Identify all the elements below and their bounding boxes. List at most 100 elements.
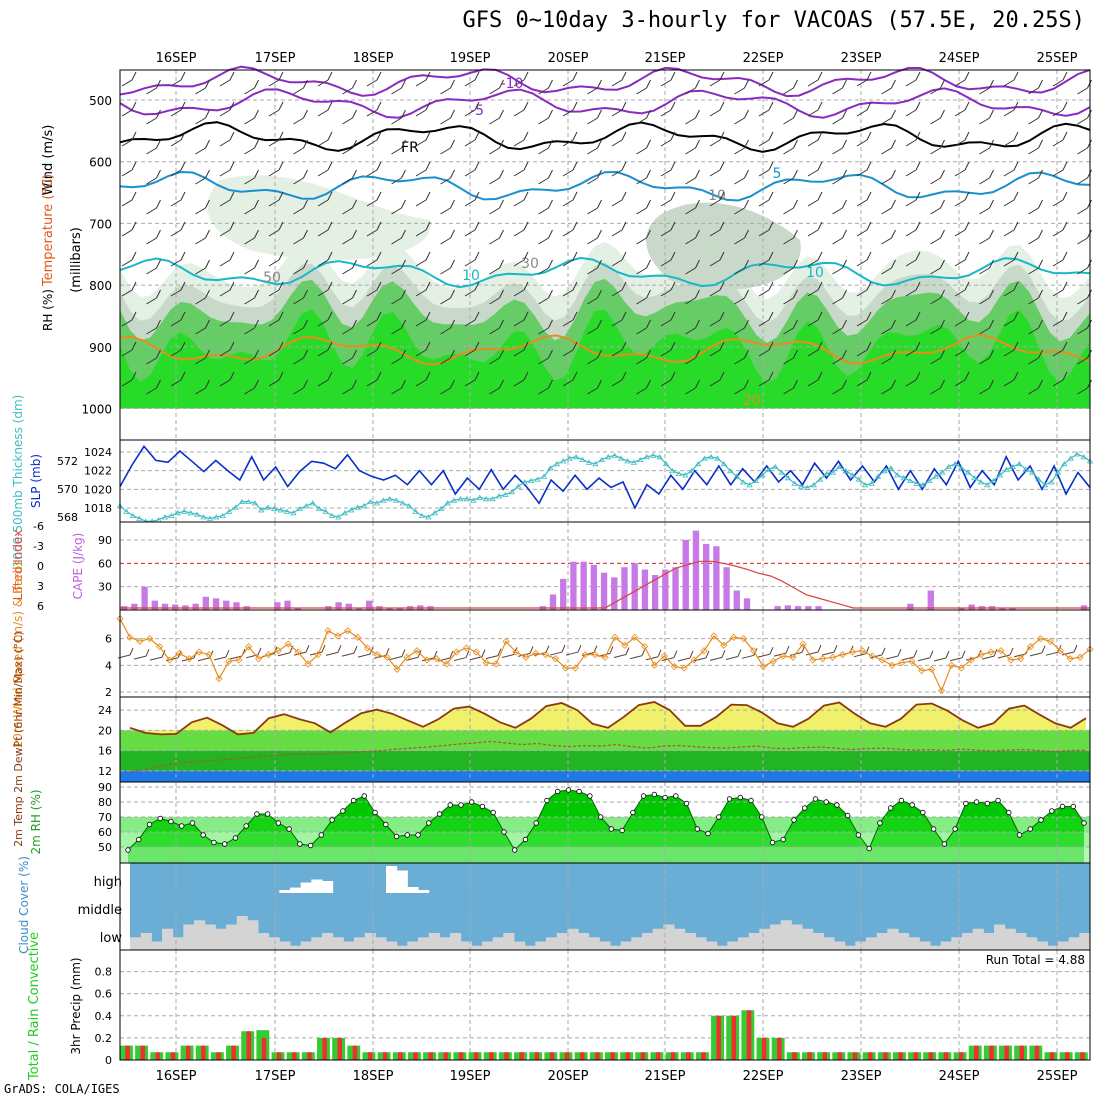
wind-speed-marker bbox=[730, 633, 738, 641]
thickness-marker bbox=[386, 496, 394, 502]
wind-barb bbox=[268, 71, 284, 87]
thickness-marker bbox=[328, 512, 336, 518]
wind-barb bbox=[195, 229, 210, 245]
wind-barb bbox=[538, 169, 553, 185]
wind-barb bbox=[709, 71, 725, 87]
wind-speed-marker bbox=[977, 651, 985, 659]
wind-barb bbox=[440, 259, 455, 275]
wind-barb bbox=[415, 281, 431, 297]
low-cloud-bar bbox=[908, 937, 920, 950]
wind-barb bbox=[415, 71, 431, 87]
rh-marker bbox=[716, 814, 722, 820]
rh-tick-label: 70 bbox=[98, 811, 112, 824]
rh-shade-90 bbox=[120, 309, 1090, 409]
wind-barb bbox=[979, 319, 994, 335]
cape-bar bbox=[366, 600, 373, 610]
wind-barb bbox=[268, 131, 284, 147]
wind-speed-marker bbox=[749, 647, 758, 655]
thickness-marker bbox=[579, 456, 586, 462]
rh-marker bbox=[533, 820, 539, 826]
cape-bar bbox=[274, 602, 281, 610]
surface-wind-barb bbox=[677, 650, 694, 662]
wind-barb bbox=[954, 371, 970, 387]
convective-bar bbox=[216, 1052, 221, 1060]
cape-bar bbox=[723, 567, 730, 610]
convective-bar bbox=[928, 1052, 934, 1060]
wind-barb bbox=[930, 229, 945, 245]
wind-barb bbox=[317, 251, 333, 267]
low-cloud-bar bbox=[599, 941, 611, 950]
temp-axis-label: 2m Temp 2m DewPt (6hr Min/Max) (°C) bbox=[12, 631, 25, 847]
pressure-tick-label: 800 bbox=[89, 279, 112, 293]
wind-barb bbox=[611, 251, 627, 267]
wind-barb bbox=[268, 221, 284, 237]
wind-speed-marker bbox=[789, 653, 797, 661]
convective-bar bbox=[337, 1037, 343, 1060]
cape-bar bbox=[212, 598, 220, 610]
rh-marker bbox=[576, 788, 582, 795]
convective-bar bbox=[1080, 1052, 1085, 1060]
wind-barb bbox=[538, 229, 553, 245]
thickness-marker bbox=[855, 476, 862, 482]
wind-barb bbox=[146, 229, 161, 245]
wind-barb bbox=[954, 311, 970, 327]
rh-marker bbox=[189, 820, 196, 826]
thickness-marker bbox=[315, 505, 323, 511]
convective-bar bbox=[1004, 1045, 1009, 1060]
wind-barb bbox=[538, 319, 553, 335]
wind-barb bbox=[562, 131, 578, 147]
cape-tick-label: 90 bbox=[98, 534, 112, 547]
cloud-tick-label: middle bbox=[78, 903, 122, 918]
wind-speed-marker bbox=[443, 660, 451, 668]
thickness-marker bbox=[238, 498, 246, 504]
wind-barb bbox=[660, 311, 676, 327]
convective-bar bbox=[125, 1045, 130, 1060]
wind-barb bbox=[391, 349, 406, 365]
convective-bar bbox=[1064, 1052, 1070, 1060]
precip-axis-label: 3hr Precip (mm) bbox=[69, 957, 83, 1054]
low-cloud-bar bbox=[183, 924, 195, 950]
wind-barb bbox=[783, 109, 798, 125]
wind-barb bbox=[587, 169, 602, 185]
wind-barb bbox=[832, 199, 847, 215]
wind-barb bbox=[293, 199, 308, 215]
rh-marker bbox=[941, 841, 948, 847]
bottom-date-label: 25SEP bbox=[1037, 1069, 1078, 1084]
thickness-marker bbox=[168, 512, 175, 518]
wind-speed-marker bbox=[957, 664, 965, 672]
contour-label: 20 bbox=[743, 393, 761, 409]
wind-barb bbox=[979, 229, 994, 245]
wind-barb bbox=[611, 221, 627, 237]
wind-speed-marker bbox=[542, 651, 550, 659]
low-cloud-bar bbox=[1047, 945, 1059, 950]
wind-barb bbox=[146, 169, 161, 185]
rh-marker bbox=[275, 820, 282, 826]
wind-barb bbox=[758, 311, 774, 327]
thickness-marker bbox=[656, 454, 663, 460]
rh-marker bbox=[232, 835, 239, 841]
wind-barb bbox=[146, 139, 161, 155]
thickness-marker bbox=[682, 472, 689, 478]
wind-speed-marker bbox=[878, 656, 886, 664]
wind-barb bbox=[832, 109, 847, 125]
wind-barb bbox=[121, 191, 137, 207]
thickness-marker bbox=[630, 459, 638, 465]
wind-barb bbox=[366, 131, 382, 147]
wind-barb bbox=[146, 259, 161, 275]
cape-bar bbox=[590, 564, 598, 610]
wind-barb bbox=[1052, 281, 1068, 297]
wind-speed-marker bbox=[888, 661, 896, 669]
wind-barb bbox=[587, 139, 602, 155]
wind-barb bbox=[195, 79, 210, 95]
low-cloud-bar bbox=[140, 933, 152, 950]
wind-barb bbox=[905, 71, 921, 87]
wind-barb bbox=[930, 199, 945, 215]
wind-barb bbox=[1052, 71, 1068, 87]
surface-wind-barb bbox=[469, 649, 486, 661]
wind-barb bbox=[268, 371, 284, 387]
thickness-marker bbox=[219, 512, 227, 518]
thickness-marker bbox=[470, 497, 477, 503]
thickness-marker bbox=[996, 472, 1004, 478]
bottom-date-label: 17SEP bbox=[255, 1069, 296, 1084]
wind-barb bbox=[464, 311, 480, 327]
